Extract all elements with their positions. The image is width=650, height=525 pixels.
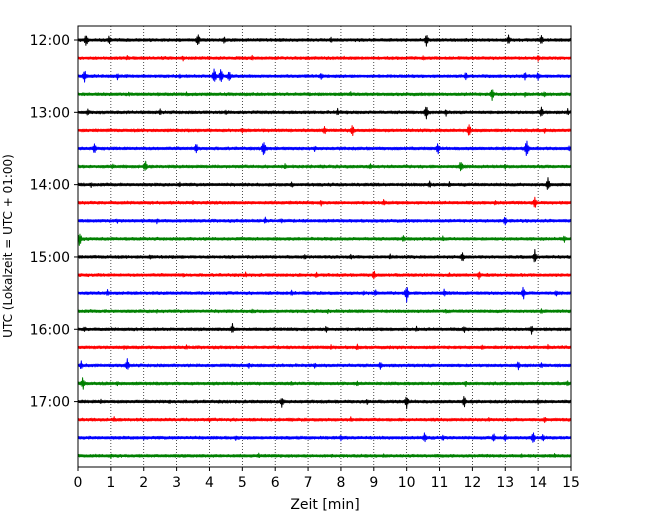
- y-tick-label-1500: 15:00: [30, 250, 70, 266]
- x-axis-label: Zeit [min]: [290, 497, 359, 513]
- x-tick-label-5: 5: [238, 475, 247, 491]
- seismic-traces: [77, 34, 572, 459]
- y-tick-label-1700: 17:00: [30, 395, 70, 411]
- x-tick-label-6: 6: [271, 475, 280, 491]
- x-tick-label-2: 2: [139, 475, 148, 491]
- y-tick-label-1400: 14:00: [30, 178, 70, 194]
- y-tick-label-1600: 16:00: [30, 322, 70, 338]
- x-tick-label-3: 3: [172, 475, 181, 491]
- x-tick-label-10: 10: [398, 475, 416, 491]
- x-tick-label-9: 9: [369, 475, 378, 491]
- x-tick-label-0: 0: [74, 475, 83, 491]
- x-tick-label-13: 13: [496, 475, 514, 491]
- x-tick-label-12: 12: [463, 475, 481, 491]
- plot-frame: [77, 25, 572, 468]
- x-tick-label-4: 4: [205, 475, 214, 491]
- x-tick-label-14: 14: [529, 475, 547, 491]
- x-tick-label-7: 7: [304, 475, 313, 491]
- y-tick-label-1200: 12:00: [30, 33, 70, 49]
- x-tick-label-11: 11: [431, 475, 449, 491]
- y-tick-label-1300: 13:00: [30, 105, 70, 121]
- x-tick-label-8: 8: [336, 475, 345, 491]
- x-tick-label-1: 1: [106, 475, 115, 491]
- y-axis-label: UTC (Lokalzeit = UTC + 01:00): [1, 154, 15, 338]
- axes: 0 1 2 3 4 5 6 7 8 9 10 11 12 13 14 1512:0013:0014:0015:…: [30, 25, 580, 491]
- x-tick-label-15: 15: [562, 475, 580, 491]
